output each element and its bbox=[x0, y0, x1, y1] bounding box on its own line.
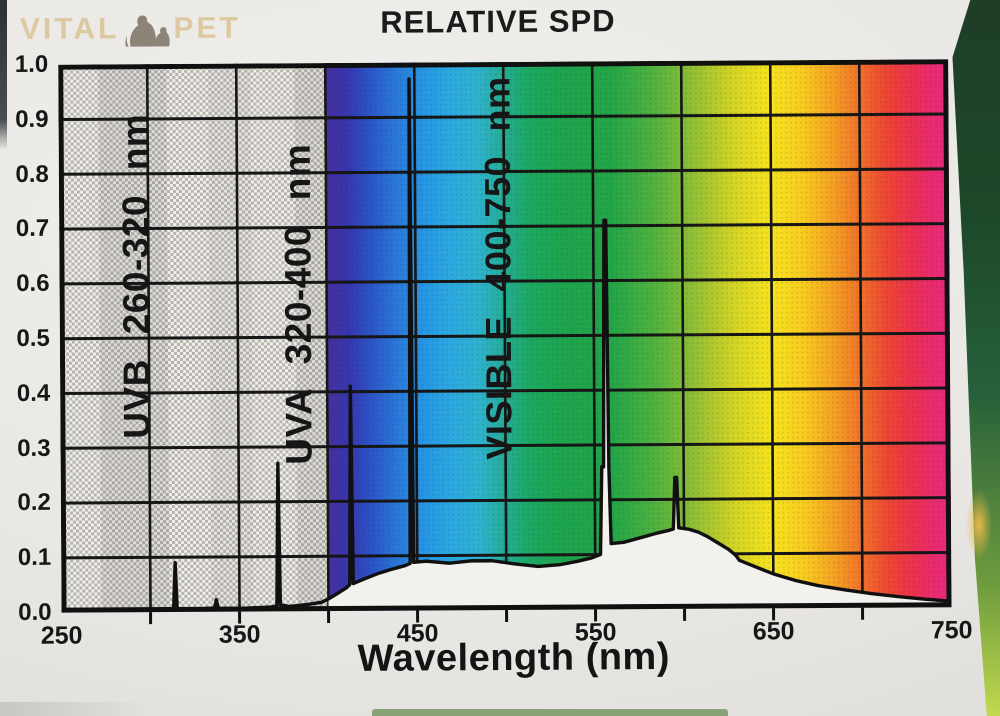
background-surface-highlight bbox=[966, 490, 992, 560]
y-tick-label: 0.9 bbox=[15, 105, 49, 133]
y-tick-label: 0.8 bbox=[15, 160, 49, 188]
region-label-uva: UVA 320-400 nm bbox=[276, 143, 320, 465]
plot-area bbox=[58, 59, 952, 626]
x-tick-label: 250 bbox=[40, 621, 83, 650]
vitalpet-logo: VITAL PET bbox=[20, 7, 241, 52]
y-tick-label: 0.3 bbox=[17, 434, 51, 462]
y-tick-label: 1.0 bbox=[14, 50, 49, 78]
dog-cat-silhouette-icon bbox=[125, 15, 171, 47]
x-tick-label: 750 bbox=[930, 616, 973, 645]
y-tick-label: 0.1 bbox=[17, 543, 52, 572]
y-tick-label: 0.4 bbox=[16, 379, 51, 407]
region-label-uvb: UVB 260-320 nm bbox=[114, 113, 158, 439]
y-tick-label: 0.5 bbox=[16, 324, 50, 352]
photo-bottom-edge bbox=[372, 709, 728, 716]
y-tick-label: 0.6 bbox=[16, 269, 50, 298]
y-tick-label: 0.2 bbox=[17, 489, 51, 517]
spd-chart-canvas bbox=[58, 59, 952, 625]
x-tick-label: 350 bbox=[218, 620, 261, 649]
photo-bottom-shadow bbox=[0, 702, 150, 716]
photo-left-edge bbox=[0, 0, 7, 150]
x-axis-title: Wavelength (nm) bbox=[357, 635, 671, 680]
y-axis-tick-labels: 1.0 0.9 0.8 0.7 0.6 0.5 0.4 0.3 0.2 0.1 0.0 bbox=[0, 51, 56, 626]
logo-text-pet: PET bbox=[173, 11, 241, 45]
x-tick-label: 650 bbox=[752, 617, 795, 646]
y-tick-label: 0.7 bbox=[15, 215, 50, 243]
logo-text-vital: VITAL bbox=[19, 12, 120, 46]
region-label-visible: VISIBLE 400-750 nm bbox=[476, 76, 520, 460]
chart-title: RELATIVE SPD bbox=[380, 3, 616, 40]
